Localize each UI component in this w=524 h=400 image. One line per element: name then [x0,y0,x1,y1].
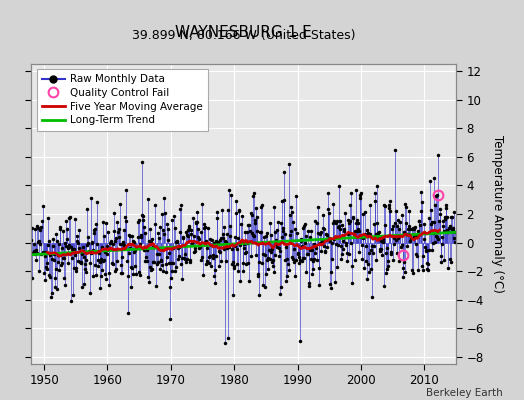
Text: Berkeley Earth: Berkeley Earth [427,388,503,398]
Legend: Raw Monthly Data, Quality Control Fail, Five Year Moving Average, Long-Term Tren: Raw Monthly Data, Quality Control Fail, … [37,69,208,130]
Y-axis label: Temperature Anomaly (°C): Temperature Anomaly (°C) [490,135,504,293]
Text: WAYNESBURG 1 E: WAYNESBURG 1 E [176,25,312,40]
Title: 39.899 N, 80.166 W (United States): 39.899 N, 80.166 W (United States) [132,29,355,42]
